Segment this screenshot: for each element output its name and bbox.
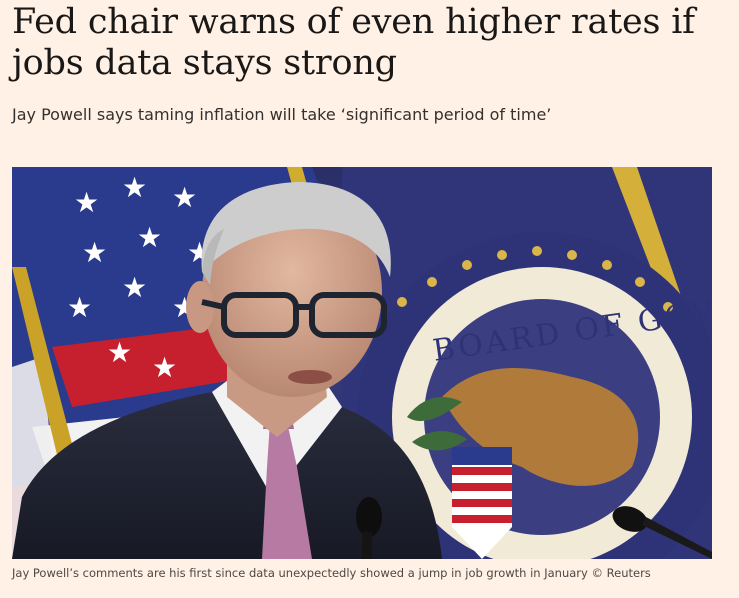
svg-text:★: ★ [172,181,197,214]
article-photo: ★ ★ ★ ★ ★ ★ ★ ★ ★ ★ ★ [12,167,712,559]
headline: Fed chair warns of even higher rates if … [12,2,695,83]
svg-text:★: ★ [67,291,92,324]
microphone-center [356,497,382,559]
svg-text:★: ★ [152,351,177,384]
person-jay-powell [12,182,442,559]
svg-text:★: ★ [74,186,99,219]
svg-text:★: ★ [82,236,107,269]
svg-text:★: ★ [122,171,147,204]
svg-text:★: ★ [107,336,132,369]
image-caption: Jay Powell’s comments are his first sinc… [12,566,651,580]
microphone-right [612,506,712,559]
svg-text:★: ★ [122,271,147,304]
svg-text:★: ★ [137,221,162,254]
standfirst: Jay Powell says taming inflation will ta… [12,105,552,124]
